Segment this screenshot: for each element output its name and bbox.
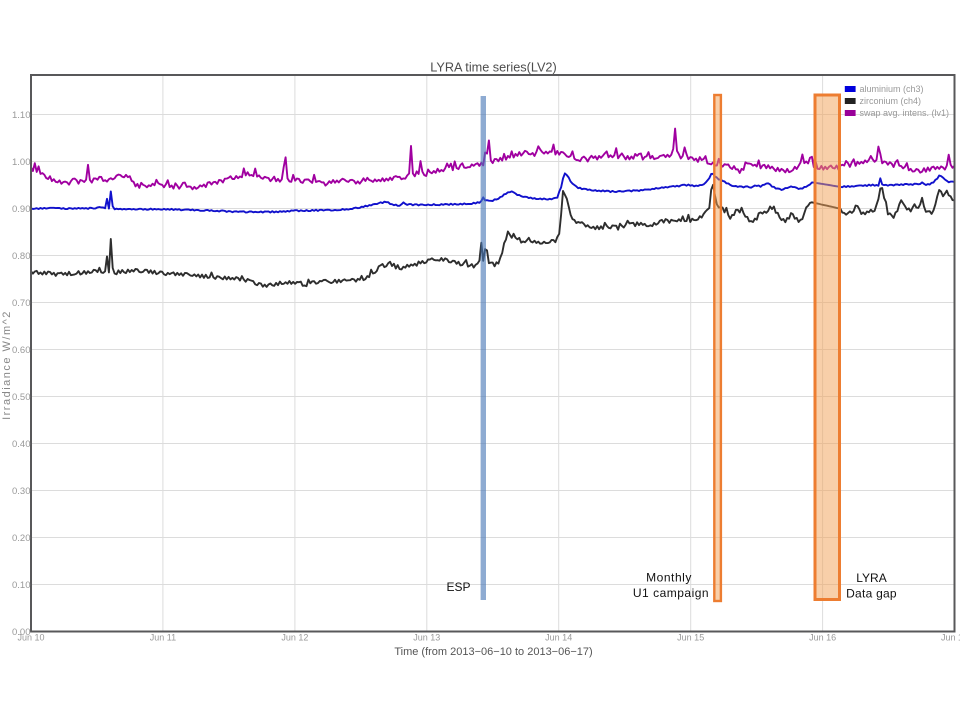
svg-text:Jun 15: Jun 15 xyxy=(677,633,704,643)
svg-text:swap avg. intens. (lv1): swap avg. intens. (lv1) xyxy=(860,108,950,118)
svg-text:Irradiance W/m^2: Irradiance W/m^2 xyxy=(1,310,13,420)
svg-text:0.40: 0.40 xyxy=(12,439,31,450)
svg-text:Data gap: Data gap xyxy=(846,587,897,601)
svg-text:Jun 17: Jun 17 xyxy=(941,633,960,643)
svg-text:zirconium (ch4): zirconium (ch4) xyxy=(860,96,922,106)
svg-text:0.50: 0.50 xyxy=(12,392,31,403)
svg-text:0.70: 0.70 xyxy=(12,298,31,309)
svg-text:Jun 16: Jun 16 xyxy=(809,633,836,643)
svg-text:U1 campaign: U1 campaign xyxy=(633,586,709,600)
svg-text:0.10: 0.10 xyxy=(12,580,31,591)
svg-text:0.60: 0.60 xyxy=(12,345,31,356)
svg-text:Time (from 2013−06−10 to 2013−: Time (from 2013−06−10 to 2013−06−17) xyxy=(394,646,592,658)
svg-text:Monthly: Monthly xyxy=(646,571,692,585)
svg-text:aluminium (ch3): aluminium (ch3) xyxy=(860,84,924,94)
svg-text:0.00: 0.00 xyxy=(12,627,31,638)
svg-text:ESP: ESP xyxy=(446,580,470,594)
svg-text:Jun 13: Jun 13 xyxy=(413,633,440,643)
svg-text:0.90: 0.90 xyxy=(12,204,31,215)
svg-text:LYRA time series(LV2): LYRA time series(LV2) xyxy=(430,61,556,75)
svg-text:0.30: 0.30 xyxy=(12,486,31,497)
svg-text:1.10: 1.10 xyxy=(12,110,31,121)
svg-text:0.80: 0.80 xyxy=(12,251,31,262)
svg-text:Jun 12: Jun 12 xyxy=(281,633,308,643)
svg-text:0.20: 0.20 xyxy=(12,533,31,544)
svg-text:Jun 14: Jun 14 xyxy=(545,633,572,643)
svg-text:1.00: 1.00 xyxy=(12,157,31,168)
svg-text:Jun 10: Jun 10 xyxy=(17,633,44,643)
svg-text:Jun 11: Jun 11 xyxy=(150,633,176,643)
svg-text:LYRA: LYRA xyxy=(856,571,886,585)
